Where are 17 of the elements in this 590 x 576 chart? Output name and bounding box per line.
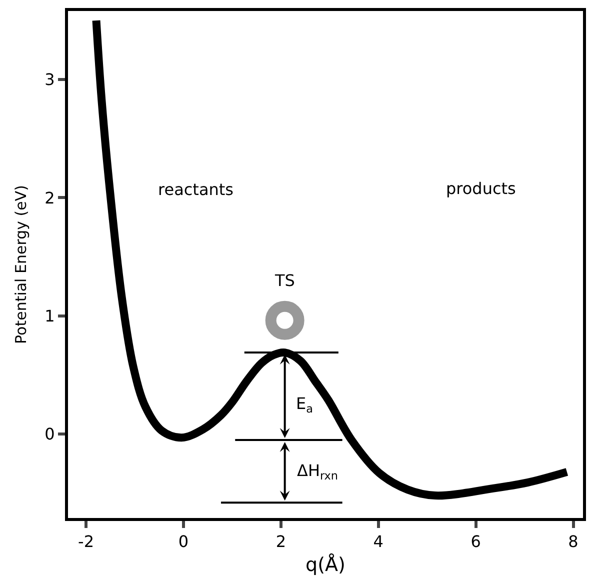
x-axis-title: q(Å) (306, 553, 346, 576)
annotation: ΔH$_{rxn}$ (297, 461, 338, 482)
y-tick-label: 3 (44, 70, 55, 90)
x-tick-label: 0 (178, 532, 189, 552)
annotation: TS (274, 271, 295, 290)
annotation: E$_{a}$ (296, 394, 313, 416)
x-tick-label: 6 (470, 532, 481, 552)
y-tick-label: 0 (44, 424, 55, 444)
x-tick-label: 8 (568, 532, 578, 552)
annotation: products (446, 179, 516, 198)
y-tick-label: 2 (44, 188, 55, 208)
annotation: reactants (158, 180, 234, 199)
y-axis-title: Potential Energy (eV) (12, 185, 30, 344)
x-tick-label: 2 (276, 532, 286, 552)
x-tick-label: -2 (78, 532, 94, 552)
y-tick-label: 1 (44, 306, 55, 326)
x-tick-label: 4 (373, 532, 384, 552)
